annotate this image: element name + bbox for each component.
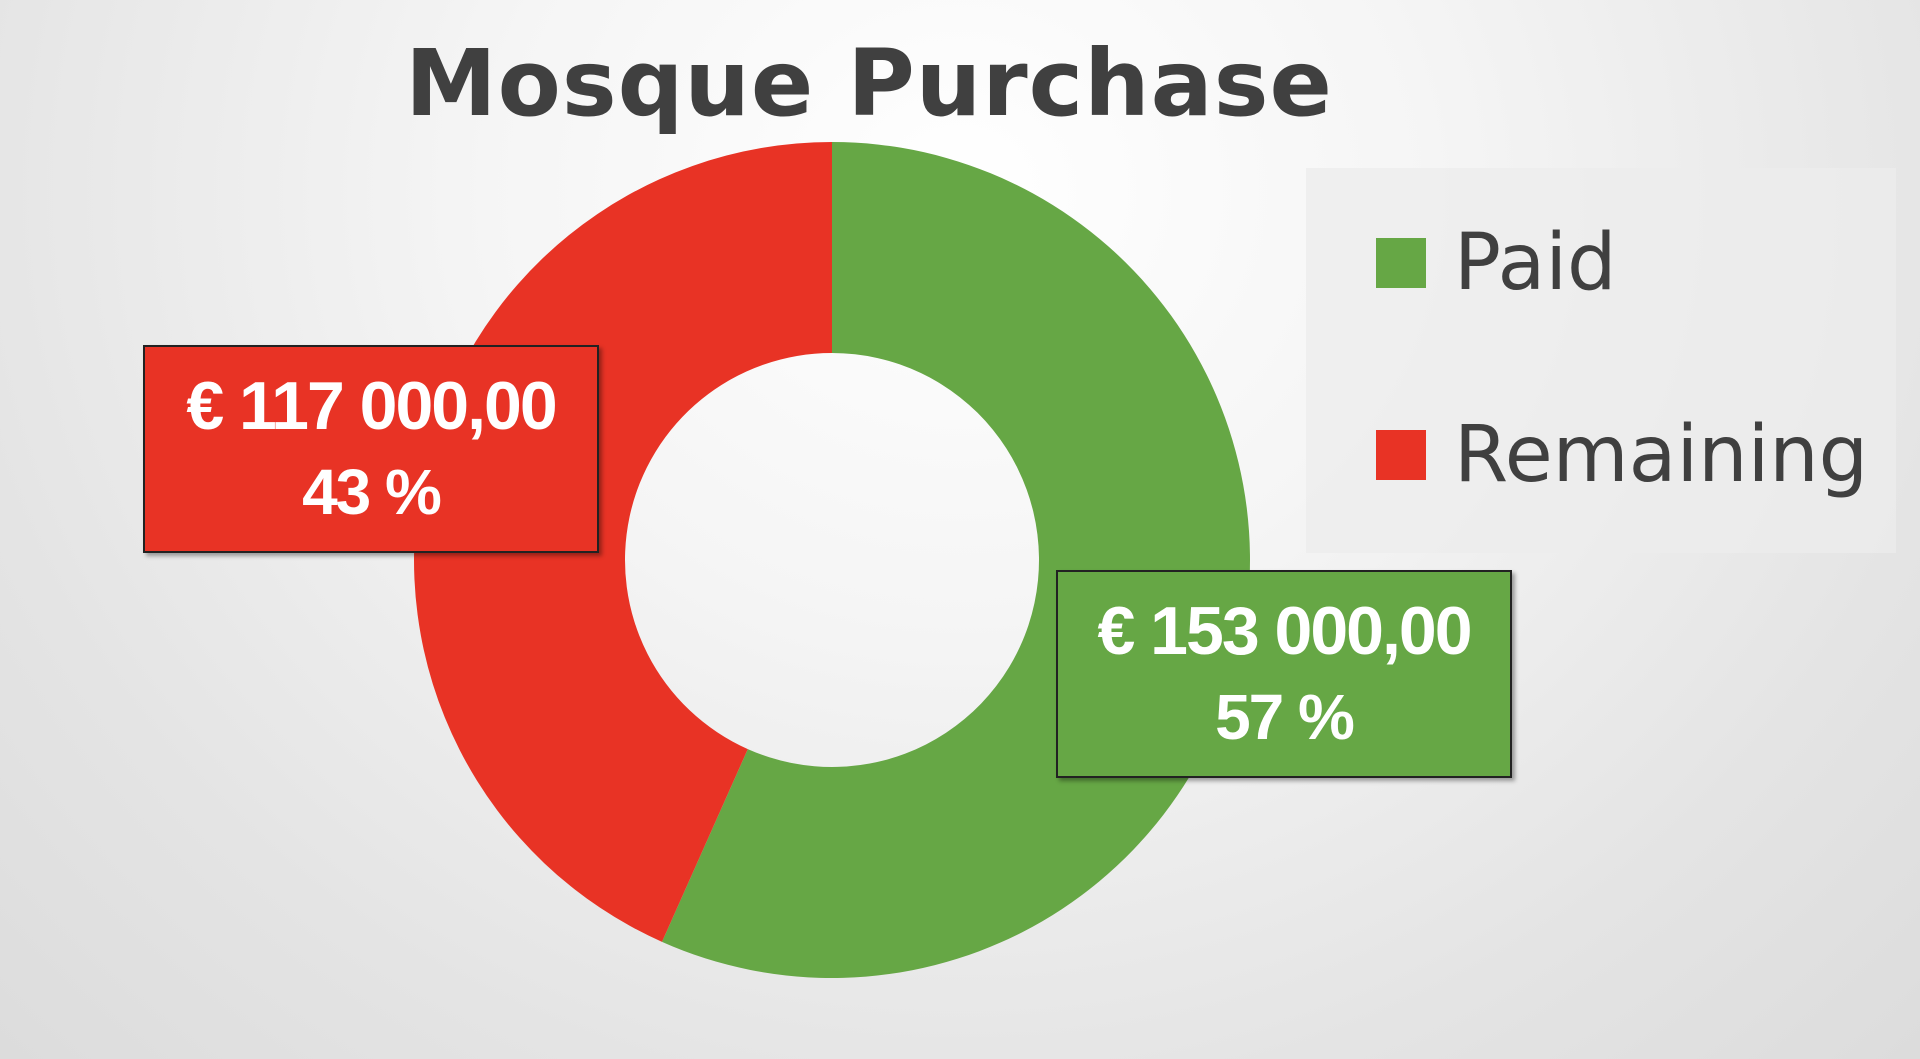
slice-remaining: [414, 142, 832, 942]
data-label-paid-percent: 57 %: [1215, 681, 1355, 753]
legend: Paid Remaining: [1306, 168, 1896, 553]
legend-item-paid: Paid: [1376, 213, 1617, 313]
chart-title: Mosque Purchase: [405, 30, 1333, 137]
legend-label-remaining: Remaining: [1454, 410, 1869, 500]
legend-swatch-remaining: [1376, 430, 1426, 480]
legend-item-remaining: Remaining: [1376, 405, 1868, 505]
data-label-paid: € 153 000,00 57 %: [1056, 570, 1512, 778]
data-label-remaining-percent: 43 %: [302, 456, 442, 528]
data-label-paid-amount: € 153 000,00: [1097, 593, 1472, 669]
data-label-remaining: € 117 000,00 43 %: [143, 345, 599, 553]
legend-label-paid: Paid: [1454, 218, 1617, 308]
legend-swatch-paid: [1376, 238, 1426, 288]
data-label-remaining-amount: € 117 000,00: [186, 368, 557, 444]
